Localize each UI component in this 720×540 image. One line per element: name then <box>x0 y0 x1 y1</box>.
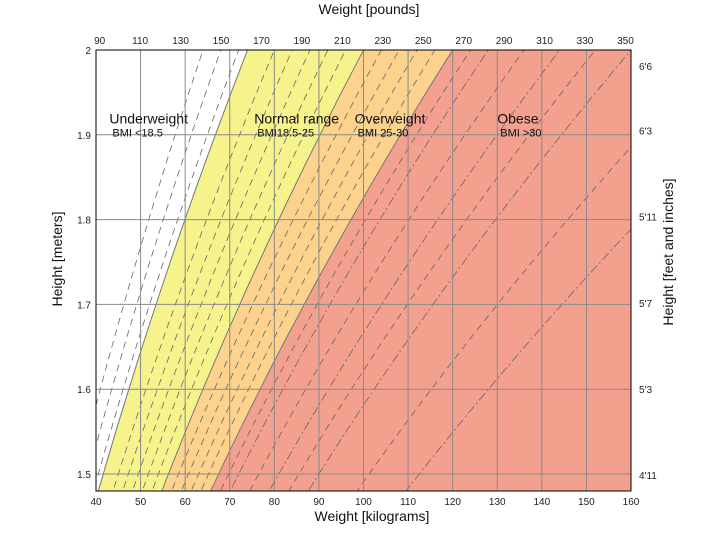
bmi-regions <box>96 50 631 491</box>
iso-line-bmi-45 <box>356 146 631 491</box>
x-tick-label: 100 <box>355 497 372 508</box>
bottom-axis-title: Weight [kilograms] <box>315 508 430 524</box>
top-tick-label: 150 <box>213 36 230 47</box>
iso-line-bmi-18 <box>96 50 240 484</box>
category-name-obese: Obese <box>497 110 538 126</box>
y-tick-label: 1.5 <box>77 470 91 481</box>
right-tick-label: 5'7 <box>639 299 652 310</box>
region-obese <box>210 50 631 491</box>
x-axis-ticks-kg: 40 50 60 70 80 90 100 110 120 130 140 150 160 <box>90 497 639 508</box>
category-name-overweight: Overweight <box>355 110 426 126</box>
x-tick-label: 160 <box>623 497 640 508</box>
top-tick-label: 230 <box>374 36 391 47</box>
y-tick-label: 2 <box>85 46 91 57</box>
iso-line-bmi-40 <box>307 50 631 491</box>
top-tick-label: 210 <box>334 36 351 47</box>
iso-line-bmi-31 <box>219 50 472 491</box>
category-name-normal-range: Normal range <box>254 110 339 126</box>
iso-line-bmi-22 <box>132 50 311 491</box>
region-normal-range <box>98 50 364 491</box>
x-tick-label: 60 <box>180 497 192 508</box>
x-tick-label: 80 <box>269 497 281 508</box>
category-bmi-overweight: BMI 25-30 <box>358 127 409 139</box>
right-tick-label: 5'11 <box>639 213 657 224</box>
iso-line-bmi-28 <box>190 50 418 491</box>
iso-line-bmi-36 <box>268 50 561 491</box>
x-tick-label: 50 <box>135 497 147 508</box>
x-tick-label: 120 <box>444 497 461 508</box>
y-axis-ticks-meters: 1.5 1.6 1.7 1.8 1.9 2 <box>77 46 91 481</box>
x-tick-label: 140 <box>533 497 550 508</box>
category-bmi-underweight: BMI <18.5 <box>112 127 162 139</box>
x-tick-label: 110 <box>400 497 416 508</box>
iso-line-bmi-27 <box>180 50 400 491</box>
x-tick-label: 40 <box>90 497 102 508</box>
iso-line-bmi-50 <box>405 228 631 491</box>
x-tick-label: 70 <box>224 497 236 508</box>
region-overweight <box>161 50 453 491</box>
y-tick-label: 1.8 <box>77 216 91 227</box>
category-name-underweight: Underweight <box>109 110 188 126</box>
top-axis-title: Weight [pounds] <box>319 1 420 17</box>
iso-line-bmi-38 <box>288 50 596 491</box>
right-tick-label: 6'6 <box>639 62 652 73</box>
top-tick-label: 130 <box>172 36 189 47</box>
y-tick-label: 1.6 <box>77 385 91 396</box>
category-bmi-obese: BMI >30 <box>500 127 541 139</box>
x-tick-label: 150 <box>578 497 595 508</box>
x-tick-label: 130 <box>489 497 506 508</box>
top-tick-label: 310 <box>536 36 553 47</box>
y-tick-label: 1.9 <box>77 131 91 142</box>
top-tick-label: 110 <box>132 36 148 47</box>
top-tick-label: 190 <box>294 36 311 47</box>
category-bmi-normal-range: BMI18.5-25 <box>257 127 314 139</box>
right-tick-label: 6'3 <box>639 127 652 138</box>
iso-line-bmi-26 <box>171 50 382 491</box>
right-tick-label: 4'11 <box>639 471 657 482</box>
y-axis-ticks-feet: 4'11 5'3 5'7 5'11 6'3 6'6 <box>639 62 657 482</box>
iso-line-bmi-21 <box>122 50 293 491</box>
right-axis-title: Height [feet and inches] <box>660 178 676 325</box>
left-axis-title: Height [meters] <box>49 212 65 307</box>
top-tick-label: 90 <box>94 36 106 47</box>
grid-lines <box>96 50 631 491</box>
boundary-bmi-30 <box>210 50 454 491</box>
iso-line-bmi-17 <box>96 50 222 447</box>
iso-line-bmi-32 <box>229 50 489 491</box>
top-tick-label: 170 <box>253 36 270 47</box>
top-tick-label: 290 <box>496 36 513 47</box>
top-tick-label: 350 <box>617 36 634 47</box>
y-tick-label: 1.7 <box>77 300 91 311</box>
x-tick-label: 90 <box>313 497 325 508</box>
right-tick-label: 5'3 <box>639 385 652 396</box>
plot-frame <box>95 49 632 492</box>
top-tick-label: 250 <box>415 36 432 47</box>
top-tick-label: 330 <box>577 36 594 47</box>
region-underweight <box>96 50 248 491</box>
boundary-bmi-25 <box>161 50 365 491</box>
iso-line-bmi-23 <box>141 50 329 491</box>
iso-line-bmi-20 <box>112 50 275 491</box>
x-axis-ticks-pounds: 90 110 130 150 170 190 210 230 250 270 290 310 330 35… <box>94 36 634 47</box>
top-tick-label: 270 <box>455 36 472 47</box>
